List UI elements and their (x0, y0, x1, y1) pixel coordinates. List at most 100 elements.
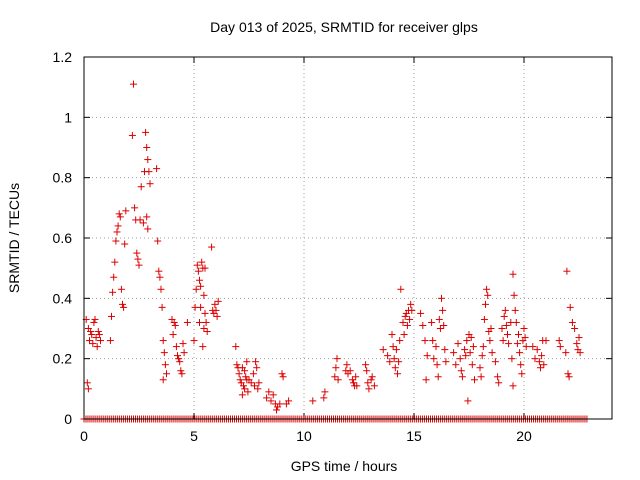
data-point (467, 334, 475, 342)
data-point (480, 315, 488, 323)
data-point (320, 394, 328, 402)
data-point (197, 303, 205, 311)
data-point (348, 376, 356, 384)
data-point (236, 376, 244, 384)
data-point (537, 364, 544, 372)
data-point (198, 258, 206, 266)
data-point (159, 376, 167, 384)
data-point (422, 376, 430, 384)
data-point (212, 306, 220, 314)
data-point (112, 237, 120, 245)
data-point (478, 352, 486, 360)
data-point (321, 388, 329, 396)
data-point (466, 349, 474, 357)
data-point (423, 352, 431, 360)
data-point (117, 285, 125, 293)
data-point (434, 373, 442, 381)
data-point (180, 349, 188, 357)
data-point (238, 391, 246, 399)
data-point (122, 207, 130, 215)
data-point (273, 406, 280, 414)
data-point (130, 80, 137, 88)
data-point (86, 337, 93, 345)
data-point (429, 337, 437, 345)
data-point (279, 373, 287, 381)
data-point (432, 343, 440, 351)
data-point (538, 352, 546, 360)
data-point (563, 267, 571, 275)
data-point (200, 291, 208, 299)
data-point (430, 355, 438, 363)
data-point (394, 370, 401, 378)
data-point (433, 361, 441, 369)
data-point (408, 306, 416, 314)
data-point (482, 300, 489, 308)
data-point (476, 364, 484, 372)
data-point (535, 358, 543, 366)
data-point (499, 337, 507, 345)
data-point (461, 346, 469, 354)
data-point (201, 309, 209, 317)
data-point (386, 358, 394, 366)
data-point (106, 337, 114, 345)
data-point (111, 258, 119, 266)
data-point (110, 273, 118, 281)
data-point (441, 346, 449, 354)
y-tick-label: 1 (64, 109, 72, 125)
data-point (390, 355, 398, 363)
data-point (178, 370, 186, 378)
data-point (193, 261, 201, 269)
data-point (396, 337, 404, 345)
data-point (331, 373, 339, 381)
data-point (252, 358, 260, 366)
data-point (479, 343, 487, 351)
data-point (505, 340, 513, 348)
data-point (555, 337, 563, 345)
data-point (244, 388, 252, 396)
data-point (518, 370, 526, 378)
data-point (462, 352, 470, 360)
data-point (159, 337, 167, 345)
data-point (562, 349, 570, 357)
data-point (176, 358, 184, 366)
y-tick-label: 0 (64, 411, 72, 427)
data-point (235, 370, 243, 378)
data-point (233, 361, 241, 369)
data-point (463, 337, 471, 345)
data-point (87, 328, 95, 336)
plot-frame (83, 56, 613, 420)
data-point (471, 376, 478, 384)
data-point (109, 288, 117, 296)
data-point (143, 144, 151, 151)
data-point (163, 370, 170, 378)
data-point (119, 300, 126, 308)
data-points (80, 80, 591, 423)
data-point (172, 343, 180, 351)
data-point (269, 391, 277, 399)
data-point (333, 355, 341, 363)
data-point (343, 361, 351, 369)
data-point (120, 303, 128, 311)
data-point (379, 346, 387, 354)
data-point (90, 318, 98, 326)
data-point (208, 243, 216, 251)
data-point (365, 385, 373, 393)
x-tick-label: 0 (80, 428, 88, 444)
data-point (241, 385, 249, 393)
data-point (488, 349, 496, 357)
data-point (504, 331, 511, 339)
data-point (400, 331, 408, 339)
data-point (388, 331, 396, 339)
data-point (428, 318, 436, 326)
data-point (564, 370, 572, 378)
data-point (350, 379, 357, 387)
data-point (146, 180, 154, 188)
data-point (135, 261, 143, 269)
data-point (84, 385, 92, 393)
data-point (95, 331, 103, 339)
x-tick-label: 5 (190, 428, 198, 444)
data-point (508, 355, 516, 363)
data-point (486, 337, 494, 345)
data-point (197, 282, 205, 290)
